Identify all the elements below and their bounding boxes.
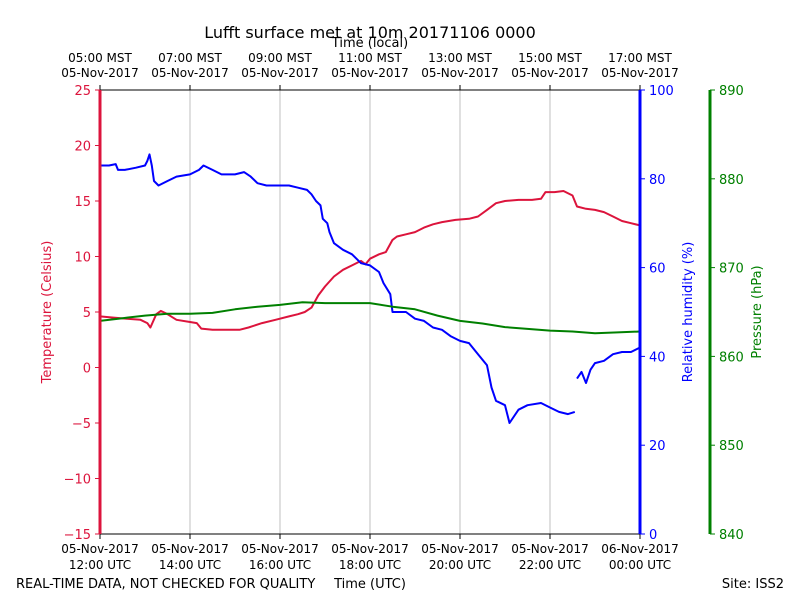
top-tick-label-time: 05:00 MST (68, 51, 132, 65)
top-tick-label-date: 05-Nov-2017 (421, 66, 499, 80)
series-layer (99, 153, 641, 424)
temperature-axis-label: Temperature (Celsius) (40, 241, 55, 385)
top-tick-label-date: 05-Nov-2017 (511, 66, 589, 80)
temperature-tick-label: 25 (74, 84, 91, 99)
top-tick-label-date: 05-Nov-2017 (331, 66, 409, 80)
top-tick-label-date: 05-Nov-2017 (241, 66, 319, 80)
top-tick-label-time: 17:00 MST (608, 51, 672, 65)
pressure-tick-label: 840 (719, 528, 744, 543)
temperature-tick-label: 10 (74, 251, 91, 266)
top-tick-label-time: 07:00 MST (158, 51, 222, 65)
temperature-tick-label: 20 (74, 140, 91, 155)
bottom-tick-label-time: 16:00 UTC (249, 558, 311, 572)
bottom-tick-label-time: 00:00 UTC (609, 558, 671, 572)
bottom-tick-label-date: 05-Nov-2017 (511, 542, 589, 556)
pressure-axis-label: Pressure (hPa) (750, 265, 765, 358)
top-tick-label-time: 09:00 MST (248, 51, 312, 65)
bottom-tick-label-date: 05-Nov-2017 (241, 542, 319, 556)
site-label: Site: ISS2 (722, 577, 784, 592)
relative-humidity-series-line (100, 153, 576, 424)
humidity-tick-label: 100 (649, 84, 674, 99)
bottom-tick-label-time: 12:00 UTC (69, 558, 131, 572)
top-tick-label-time: 13:00 MST (428, 51, 492, 65)
bottom-tick-label-date: 05-Nov-2017 (421, 542, 499, 556)
humidity-tick-label: 40 (649, 350, 666, 365)
bottom-tick-label-date: 05-Nov-2017 (151, 542, 229, 556)
humidity-tick-label: 60 (649, 262, 666, 277)
temperature-tick-label: 15 (74, 195, 91, 210)
bottom-tick-label-date: 05-Nov-2017 (61, 542, 139, 556)
pressure-tick-label: 890 (719, 84, 744, 99)
temperature-tick-label: −5 (72, 417, 91, 432)
pressure-tick-label: 860 (719, 350, 744, 365)
pressure-series-line (99, 301, 641, 335)
bottom-tick-label-time: 20:00 UTC (429, 558, 491, 572)
bottom-tick-label-time: 14:00 UTC (159, 558, 221, 572)
temperature-tick-label: 0 (83, 362, 91, 377)
temperature-tick-label: −15 (64, 528, 91, 543)
grid-lines (189, 90, 551, 534)
top-tick-label-date: 05-Nov-2017 (151, 66, 229, 80)
pressure-tick-label: 850 (719, 439, 744, 454)
bottom-tick-label-date: 06-Nov-2017 (601, 542, 679, 556)
top-tick-label-time: 11:00 MST (338, 51, 402, 65)
quality-note: REAL-TIME DATA, NOT CHECKED FOR QUALITY (16, 577, 315, 592)
top-tick-label-date: 05-Nov-2017 (601, 66, 679, 80)
bottom-tick-label-time: 22:00 UTC (519, 558, 581, 572)
humidity-tick-label: 0 (649, 528, 657, 543)
bottom-tick-label-date: 05-Nov-2017 (331, 542, 409, 556)
pressure-tick-label: 880 (719, 173, 744, 188)
humidity-tick-label: 80 (649, 173, 666, 188)
bottom-axis-label: Time (UTC) (333, 577, 406, 592)
humidity-axis-label: Relative humidity (%) (681, 242, 696, 383)
top-tick-label-date: 05-Nov-2017 (61, 66, 139, 80)
bottom-tick-label-time: 18:00 UTC (339, 558, 401, 572)
temperature-series-line (99, 190, 641, 331)
relative-humidity-series-line (576, 346, 641, 384)
temperature-tick-label: 5 (83, 306, 91, 321)
humidity-tick-label: 20 (649, 439, 666, 454)
chart-title: Lufft surface met at 10m 20171106 0000 (204, 23, 536, 42)
top-axis-label: Time (local) (331, 36, 408, 51)
pressure-tick-label: 870 (719, 262, 744, 277)
temperature-tick-label: −10 (64, 473, 91, 488)
top-tick-label-time: 15:00 MST (518, 51, 582, 65)
